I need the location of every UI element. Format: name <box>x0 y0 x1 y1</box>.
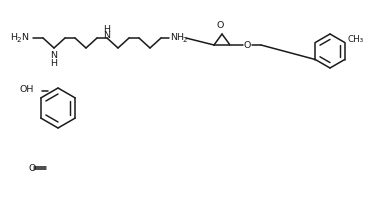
Text: H: H <box>103 25 111 34</box>
Text: CH₃: CH₃ <box>348 35 364 44</box>
Text: OH: OH <box>20 85 34 94</box>
Text: NH: NH <box>170 32 184 41</box>
Text: N: N <box>103 31 111 40</box>
Text: 2: 2 <box>182 37 187 43</box>
Text: 2: 2 <box>16 37 21 43</box>
Text: O: O <box>243 40 251 49</box>
Text: H: H <box>10 32 17 41</box>
Text: N: N <box>51 51 57 60</box>
Text: O: O <box>216 21 224 30</box>
Text: N: N <box>21 32 28 41</box>
Text: H: H <box>51 58 57 67</box>
Text: O: O <box>28 164 35 173</box>
